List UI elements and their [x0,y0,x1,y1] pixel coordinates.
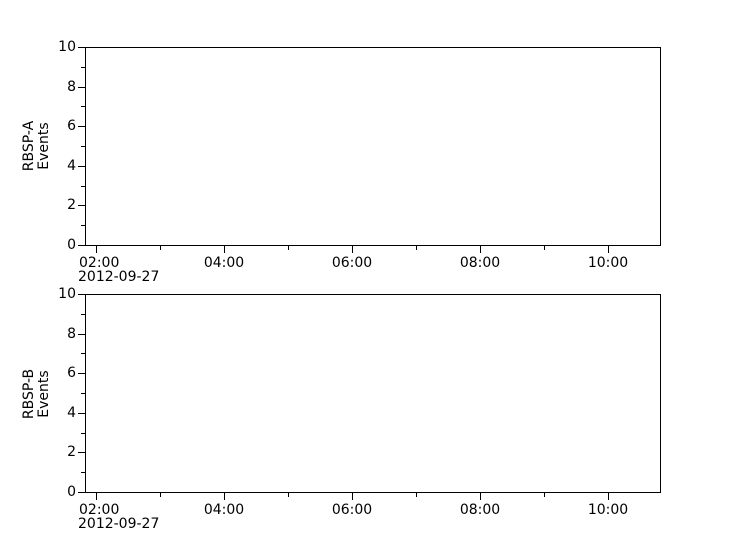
x-tick-label: 10:00 [587,502,629,518]
x-tick-label: 06:00 [331,255,373,271]
x-major-tick [480,246,481,253]
plot-area [85,47,661,246]
x-major-tick [224,246,225,253]
y-minor-tick [81,146,85,147]
x-tick-label: 06:00 [331,502,373,518]
y-major-tick [78,492,85,493]
x-tick-label: 04:00 [203,502,245,518]
y-minor-tick [81,186,85,187]
y-minor-tick [81,314,85,315]
y-major-tick [78,294,85,295]
y-major-tick [78,452,85,453]
x-tick-label: 08:00 [459,255,501,271]
y-tick-label: 8 [67,326,76,342]
x-axis-date-label: 2012-09-27 [78,269,160,285]
x-tick-label: 02:00 [79,255,120,271]
y-tick-label: 2 [67,444,76,460]
x-tick-label: 10:00 [587,255,629,271]
x-minor-tick [544,246,545,250]
x-major-tick [96,246,97,253]
x-major-tick [608,493,609,500]
y-minor-tick [81,393,85,394]
y-minor-tick [81,225,85,226]
x-major-tick [224,493,225,500]
y-major-tick [78,47,85,48]
x-tick-label: 02:00 [79,502,120,518]
x-minor-tick [416,246,417,250]
y-minor-tick [81,353,85,354]
x-major-tick [480,493,481,500]
x-minor-tick [416,493,417,497]
y-tick-label: 10 [58,39,76,55]
x-minor-tick [544,493,545,497]
x-minor-tick [288,493,289,497]
y-tick-label: 2 [67,197,76,213]
y-major-tick [78,413,85,414]
x-axis-date-label: 2012-09-27 [78,516,160,532]
x-minor-tick [288,246,289,250]
y-minor-tick [81,472,85,473]
x-tick-label: 04:00 [203,255,245,271]
y-major-tick [78,373,85,374]
y-tick-label: 6 [67,118,76,134]
plot-area [85,294,661,493]
x-major-tick [608,246,609,253]
y-major-tick [78,166,85,167]
y-tick-label: 0 [67,484,76,500]
y-major-tick [78,245,85,246]
y-tick-label: 8 [67,79,76,95]
y-tick-label: 0 [67,237,76,253]
y-major-tick [78,205,85,206]
y-major-tick [78,334,85,335]
y-minor-tick [81,106,85,107]
y-tick-label: 4 [67,405,76,421]
y-minor-tick [81,67,85,68]
x-minor-tick [160,246,161,250]
x-minor-tick [160,493,161,497]
y-minor-tick [81,433,85,434]
x-major-tick [96,493,97,500]
x-tick-label: 08:00 [459,502,501,518]
y-tick-label: 10 [58,286,76,302]
x-major-tick [352,246,353,253]
y-tick-label: 6 [67,365,76,381]
y-major-tick [78,87,85,88]
y-tick-label: 4 [67,158,76,174]
y-major-tick [78,126,85,127]
x-major-tick [352,493,353,500]
